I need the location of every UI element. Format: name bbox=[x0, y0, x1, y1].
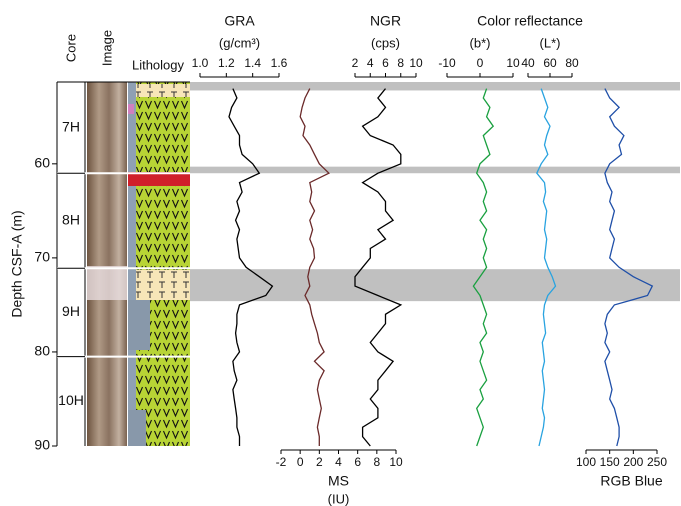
x-tick-label: 150 bbox=[600, 455, 620, 469]
log-curve bbox=[472, 88, 495, 447]
x-tick-label: -10 bbox=[438, 56, 456, 70]
track-title: MS bbox=[328, 473, 349, 489]
x-tick-label: 2 bbox=[316, 455, 323, 469]
track-title: NGR bbox=[370, 13, 401, 29]
x-tick-label: 4 bbox=[335, 455, 342, 469]
x-tick-label: 10 bbox=[409, 56, 423, 70]
x-tick-label: 6 bbox=[354, 455, 361, 469]
core-label: 7H bbox=[62, 118, 80, 134]
column-title: Lithology bbox=[132, 57, 185, 72]
shaded-interval bbox=[190, 166, 680, 174]
y-tick-label: 60 bbox=[34, 155, 50, 171]
x-tick-label: -2 bbox=[276, 455, 287, 469]
track-unit: (cps) bbox=[371, 35, 400, 50]
x-tick-label: 200 bbox=[623, 455, 643, 469]
lithology-layer bbox=[128, 410, 146, 446]
column-title: Core bbox=[63, 34, 78, 62]
x-tick-label: 10 bbox=[506, 56, 520, 70]
core-label: 9H bbox=[62, 303, 80, 319]
x-tick-label: 8 bbox=[397, 56, 404, 70]
x-tick-label: 80 bbox=[565, 56, 579, 70]
x-tick-label: 8 bbox=[373, 455, 380, 469]
x-tick-label: 1.2 bbox=[218, 56, 235, 70]
column-title: Image bbox=[99, 30, 114, 66]
x-tick-label: 2 bbox=[352, 56, 359, 70]
log-curve bbox=[228, 88, 274, 446]
lithology bbox=[128, 82, 190, 446]
group-title: Color reflectance bbox=[477, 13, 583, 29]
core-label: 10H bbox=[58, 392, 84, 408]
track-title: RGB Blue bbox=[600, 473, 662, 489]
x-tick-label: 250 bbox=[647, 455, 667, 469]
lithology-layer bbox=[136, 270, 190, 300]
y-tick-label: 90 bbox=[34, 437, 50, 453]
x-tick-label: 10 bbox=[389, 455, 403, 469]
y-tick-label: 80 bbox=[34, 343, 50, 359]
lithology-layer bbox=[136, 84, 190, 97]
log-curve bbox=[354, 88, 403, 447]
core-label: 8H bbox=[62, 211, 80, 227]
core-image bbox=[87, 82, 127, 446]
x-tick-label: 0 bbox=[477, 56, 484, 70]
track-title: GRA bbox=[224, 13, 255, 29]
x-tick-label: 60 bbox=[543, 56, 557, 70]
x-tick-label: 0 bbox=[297, 455, 304, 469]
log-curve bbox=[299, 88, 331, 446]
log-curve bbox=[604, 88, 654, 447]
y-tick-label: 70 bbox=[34, 249, 50, 265]
x-tick-label: 40 bbox=[521, 56, 535, 70]
track-unit: (b*) bbox=[470, 35, 491, 50]
shaded-interval bbox=[190, 82, 680, 91]
lithology-layer bbox=[128, 104, 134, 114]
track-unit: (IU) bbox=[328, 491, 350, 506]
core-image-light bbox=[87, 266, 127, 300]
y-axis-label: Depth CSF-A (m) bbox=[9, 210, 25, 317]
x-tick-label: 1.4 bbox=[244, 56, 261, 70]
lithology-layer bbox=[128, 172, 190, 186]
lithology-strip bbox=[128, 82, 136, 446]
track-unit: (L*) bbox=[540, 35, 561, 50]
x-tick-label: 100 bbox=[576, 455, 596, 469]
x-tick-label: 6 bbox=[382, 56, 389, 70]
log-curve bbox=[536, 88, 557, 447]
track-unit: (g/cm³) bbox=[219, 35, 260, 50]
x-tick-label: 1.6 bbox=[271, 56, 288, 70]
x-tick-label: 1.0 bbox=[192, 56, 209, 70]
x-tick-label: 4 bbox=[367, 56, 374, 70]
lithology-layer bbox=[128, 300, 150, 350]
